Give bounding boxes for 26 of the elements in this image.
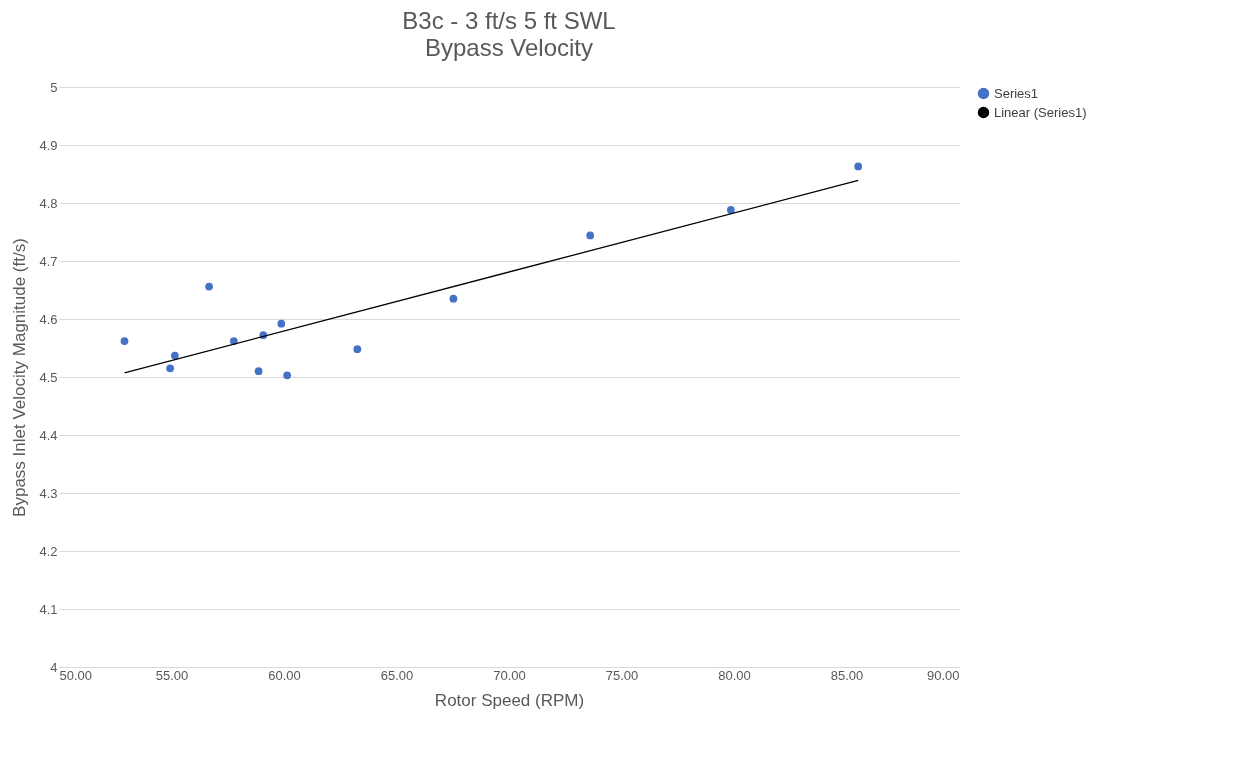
y-tick-label: 4.8 — [39, 195, 58, 211]
chart-title: B3c - 3 ft/s 5 ft SWL — [402, 7, 616, 34]
y-tick-label: 4.3 — [39, 485, 58, 501]
x-tick-label: 85.00 — [830, 667, 864, 683]
x-tick-label: 80.00 — [718, 667, 751, 683]
x-tick-label: 70.00 — [493, 667, 526, 683]
x-tick-label: 50.00 — [59, 667, 93, 683]
x-tick-label: 60.00 — [268, 667, 301, 683]
y-tick-label: 4.2 — [39, 543, 58, 559]
y-tick-label: 4 — [50, 659, 58, 675]
x-tick-label: 75.00 — [605, 667, 639, 683]
y-tick-label: 4.1 — [39, 601, 58, 617]
y-tick-label: 5 — [50, 79, 58, 95]
y-axis-title: Bypass Inlet Velocity Magnitude (ft/s) — [10, 238, 30, 517]
x-tick-label: 55.00 — [155, 667, 189, 683]
y-tick-label: 4.9 — [39, 137, 58, 153]
x-tick-label: 65.00 — [380, 667, 414, 683]
y-tick-label: 4.4 — [39, 427, 58, 443]
legend-label: Linear (Series1) — [994, 104, 1087, 120]
y-tick-label: 4.7 — [39, 253, 58, 269]
chart-subtitle: Bypass Velocity — [424, 34, 594, 61]
y-tick-label: 4.6 — [39, 311, 58, 327]
x-axis-title: Rotor Speed (RPM) — [434, 690, 585, 710]
x-tick-label: 90.00 — [926, 667, 960, 683]
y-tick-label: 4.5 — [39, 369, 58, 385]
legend-label: Series1 — [994, 85, 1039, 101]
